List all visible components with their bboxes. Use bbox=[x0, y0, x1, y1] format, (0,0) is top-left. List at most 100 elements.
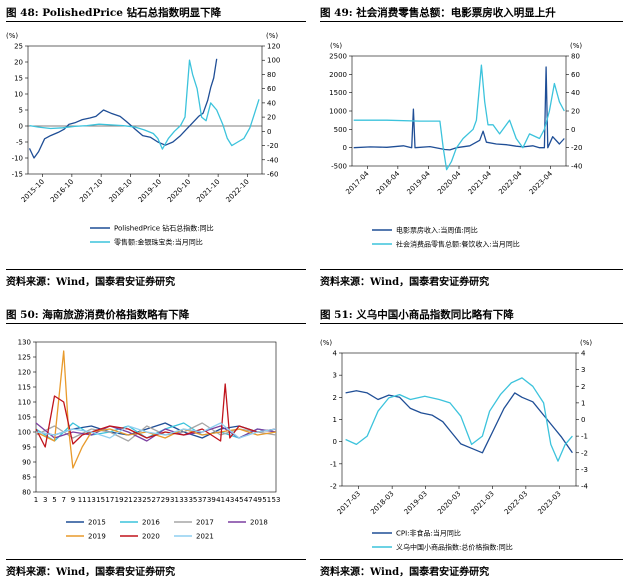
right-tick-label: 60 bbox=[571, 71, 580, 79]
plot-frame bbox=[35, 341, 277, 493]
legend-label: 电影票房收入:当周值:同比 bbox=[396, 226, 478, 235]
x-tick-label: 2020-03 bbox=[436, 490, 462, 516]
title-rule bbox=[320, 323, 623, 324]
left-tick-label: -2 bbox=[330, 483, 337, 491]
right-tick-label: -20 bbox=[267, 142, 278, 150]
x-tick-label: 35 bbox=[188, 496, 197, 504]
right-tick-label: -60 bbox=[267, 171, 278, 179]
legend-label: 2020 bbox=[142, 533, 160, 541]
x-tick-label: 2021-10 bbox=[195, 178, 221, 204]
left-tick-label: 25 bbox=[14, 43, 23, 51]
right-axis-unit: (%) bbox=[570, 42, 582, 50]
right-tick-label: -40 bbox=[571, 163, 582, 171]
panel-title: 图 51: 义乌中国小商品指数同比略有下降 bbox=[320, 309, 514, 321]
panel-title: 图 48: PolishedPrice 钻石总指数明显下降 bbox=[6, 7, 222, 19]
y-tick-label: 130 bbox=[18, 339, 31, 347]
left-tick-label: 0 bbox=[333, 438, 337, 446]
left-tick-label: 20 bbox=[14, 59, 23, 67]
x-tick-label: 2017-10 bbox=[78, 178, 104, 204]
x-tick-label: 17 bbox=[105, 496, 114, 504]
left-tick-label: 2000 bbox=[329, 71, 347, 79]
left-tick-label: 1000 bbox=[329, 108, 347, 116]
title-rule bbox=[6, 21, 306, 22]
x-tick-label: 31 bbox=[170, 496, 179, 504]
series-line-2020 bbox=[35, 383, 277, 448]
x-tick-label: 47 bbox=[244, 496, 253, 504]
x-tick-label: 2019-10 bbox=[137, 178, 163, 204]
left-tick-label: 0 bbox=[19, 123, 23, 131]
left-tick-label: 5 bbox=[19, 107, 23, 115]
x-tick-label: 2023-04 bbox=[528, 169, 555, 196]
right-axis-unit: (%) bbox=[266, 32, 278, 40]
chart-fig48: (%) (%) -15 -10 -5 0 5 10 15 20 25 -60 -40 -20 0 20 40 60… bbox=[6, 32, 280, 247]
left-axis-unit: (%) bbox=[6, 32, 18, 40]
legend-label: 2021 bbox=[196, 533, 214, 541]
x-tick-label: 2017-03 bbox=[336, 490, 362, 516]
source-rule bbox=[6, 559, 306, 560]
legend-label: CPI:非食品:当月同比 bbox=[396, 529, 461, 538]
x-tick-label: 2018-10 bbox=[107, 178, 133, 204]
x-tick-label: 23 bbox=[133, 496, 142, 504]
left-axis-unit: (%) bbox=[320, 339, 332, 347]
x-tick-label: 9 bbox=[71, 496, 75, 504]
left-tick-label: 1500 bbox=[329, 89, 347, 97]
legend-label: 2015 bbox=[88, 519, 106, 527]
legend-label: 2016 bbox=[142, 519, 160, 527]
series-line-2021 bbox=[35, 422, 277, 439]
right-tick-label: 80 bbox=[267, 71, 276, 79]
legend-label: 2018 bbox=[250, 519, 268, 527]
x-tick-label: 33 bbox=[179, 496, 188, 504]
x-tick-label: 1 bbox=[34, 496, 38, 504]
right-tick-label: -40 bbox=[267, 156, 278, 164]
chart-fig51: (%) (%) -2 -1 0 1 2 3 4 -4 -3 -2 -1 0 1 2 3 4 2017-03 2018-… bbox=[320, 339, 592, 552]
right-tick-label: 2 bbox=[581, 383, 585, 391]
plot-frame bbox=[351, 55, 567, 167]
y-tick-label: 105 bbox=[18, 414, 31, 422]
x-tick-label: 2018-03 bbox=[369, 490, 395, 516]
plot-frame bbox=[27, 45, 263, 175]
source-rule bbox=[320, 559, 623, 560]
right-tick-label: -3 bbox=[581, 466, 588, 474]
series-line-2 bbox=[345, 377, 573, 462]
left-tick-label: -1 bbox=[330, 460, 337, 468]
legend-label: 2019 bbox=[88, 533, 106, 541]
x-tick-label: 21 bbox=[124, 496, 133, 504]
plot-frame bbox=[341, 352, 577, 487]
x-tick-label: 2019-04 bbox=[406, 169, 433, 196]
panel-fig49: 图 49: 社会消费零售总额：电影票房收入明显上升 (%) (%) -500 0 500… bbox=[314, 0, 629, 291]
title-rule bbox=[320, 21, 623, 22]
y-tick-label: 125 bbox=[18, 354, 31, 362]
legend-label: PolishedPrice 钻石总指数:同比 bbox=[114, 224, 214, 233]
title-rule bbox=[6, 323, 306, 324]
right-tick-label: 0 bbox=[571, 126, 575, 134]
y-tick-label: 95 bbox=[22, 444, 31, 452]
left-tick-label: 2 bbox=[333, 394, 337, 402]
right-tick-label: 80 bbox=[571, 53, 580, 61]
right-tick-label: 120 bbox=[267, 43, 280, 51]
left-tick-label: 500 bbox=[334, 126, 347, 134]
panel-fig48: 图 48: PolishedPrice 钻石总指数明显下降 (%) (%) -15 -… bbox=[0, 0, 314, 291]
series-line-1 bbox=[28, 58, 218, 159]
x-tick-label: 2016-10 bbox=[49, 178, 75, 204]
right-axis-unit: (%) bbox=[580, 339, 592, 347]
x-tick-label: 2018-04 bbox=[375, 169, 402, 196]
x-tick-label: 53 bbox=[272, 496, 281, 504]
right-tick-label: 0 bbox=[581, 416, 585, 424]
legend-label: 2017 bbox=[196, 519, 214, 527]
right-tick-label: 20 bbox=[571, 108, 580, 116]
x-tick-label: 41 bbox=[216, 496, 225, 504]
x-tick-label: 45 bbox=[235, 496, 244, 504]
series-line-2 bbox=[29, 59, 260, 150]
right-tick-label: 20 bbox=[267, 114, 276, 122]
left-tick-label: 10 bbox=[14, 91, 23, 99]
series-line-1 bbox=[353, 66, 565, 151]
series-line-1 bbox=[345, 390, 573, 454]
right-tick-label: -1 bbox=[581, 433, 588, 441]
x-tick-label: 43 bbox=[225, 496, 234, 504]
x-tick-label: 37 bbox=[198, 496, 207, 504]
source-rule bbox=[320, 269, 623, 270]
y-tick-label: 110 bbox=[18, 399, 31, 407]
series-line-2019 bbox=[35, 350, 277, 469]
x-tick-label: 2017-04 bbox=[344, 169, 371, 196]
